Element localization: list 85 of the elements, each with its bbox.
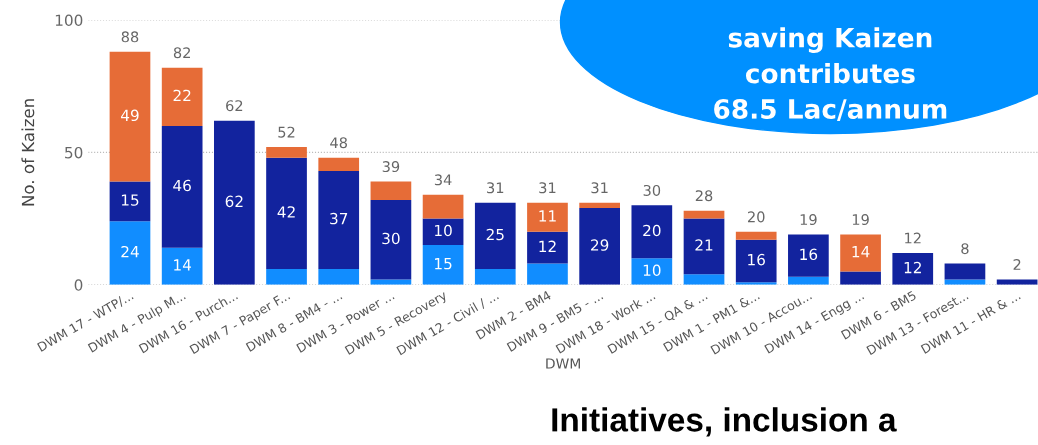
total-label: 39 xyxy=(382,161,400,173)
data-label: 24 xyxy=(121,245,139,258)
total-label: 34 xyxy=(434,174,452,186)
data-label: 25 xyxy=(486,228,504,241)
bar xyxy=(161,67,203,126)
data-label: 14 xyxy=(852,246,870,258)
bar xyxy=(266,268,307,285)
bar xyxy=(370,200,412,280)
bar xyxy=(735,231,777,240)
bar xyxy=(161,247,203,285)
total-label: 31 xyxy=(539,182,556,194)
data-label: 11 xyxy=(539,210,556,222)
bar xyxy=(527,202,568,232)
x-axis-title: DWM xyxy=(546,358,580,369)
bar xyxy=(161,125,203,248)
bar xyxy=(266,147,307,158)
y-tick-label: 50 xyxy=(65,146,83,159)
data-label: 22 xyxy=(173,89,191,102)
data-label: 12 xyxy=(539,240,556,252)
bar xyxy=(318,157,360,171)
total-label: 30 xyxy=(643,184,661,196)
data-label: 62 xyxy=(225,195,243,208)
bar xyxy=(422,245,464,285)
bar xyxy=(683,218,725,275)
data-label: 29 xyxy=(591,239,609,251)
data-label: 37 xyxy=(330,212,348,225)
bar xyxy=(318,268,360,285)
data-label: 49 xyxy=(121,109,139,122)
total-label: 28 xyxy=(695,190,713,202)
bar xyxy=(109,181,151,222)
total-label: 8 xyxy=(961,243,969,255)
bar xyxy=(631,205,673,259)
bar xyxy=(683,274,725,285)
data-label: 21 xyxy=(695,239,713,251)
total-label: 62 xyxy=(226,100,243,112)
y-axis-title: No. of Kaizen xyxy=(21,99,35,206)
total-label: 19 xyxy=(852,214,869,226)
bar xyxy=(631,258,673,285)
data-label: 10 xyxy=(643,264,661,276)
data-label: 16 xyxy=(800,248,818,261)
bar xyxy=(683,210,725,219)
annotation: saving Kaizen contributes 68.5 Lac/annum xyxy=(714,27,947,122)
data-label: 14 xyxy=(174,259,192,271)
data-label: 42 xyxy=(277,206,295,218)
total-label: 20 xyxy=(747,211,765,223)
bar xyxy=(944,263,986,280)
bar xyxy=(579,202,620,209)
total-label: 82 xyxy=(173,47,190,59)
y-tick-label: 100 xyxy=(55,14,83,27)
total-label: 2 xyxy=(1013,259,1021,270)
data-label: 15 xyxy=(435,258,452,270)
bar xyxy=(474,202,516,269)
data-label: 20 xyxy=(643,224,661,237)
bar xyxy=(735,239,777,283)
data-label: 46 xyxy=(173,179,191,192)
bar xyxy=(527,231,568,264)
bar xyxy=(579,208,620,285)
total-label: 31 xyxy=(487,182,504,194)
total-label: 19 xyxy=(800,214,817,226)
data-label: 30 xyxy=(382,232,400,245)
bar xyxy=(109,221,151,285)
bar xyxy=(370,181,412,201)
bar xyxy=(840,234,881,272)
bar xyxy=(527,263,568,285)
data-label: 10 xyxy=(435,224,452,237)
bar xyxy=(892,253,934,285)
data-label: 16 xyxy=(748,253,765,266)
bar xyxy=(266,157,307,269)
total-label: 88 xyxy=(121,31,139,43)
bar xyxy=(788,234,829,277)
total-label: 52 xyxy=(278,126,295,138)
total-label: 31 xyxy=(591,182,608,194)
bar xyxy=(422,194,464,219)
bar xyxy=(474,268,516,285)
total-label: 48 xyxy=(330,137,347,149)
y-tick-label: 0 xyxy=(74,279,83,291)
bar xyxy=(109,51,151,182)
bar xyxy=(840,271,881,285)
bar xyxy=(422,218,464,246)
text: Initiatives, inclusion a xyxy=(552,407,897,437)
bar xyxy=(318,170,360,269)
data-label: 15 xyxy=(121,194,139,206)
bar xyxy=(214,120,255,285)
data-label: 12 xyxy=(904,261,921,274)
total-label: 12 xyxy=(905,232,921,244)
